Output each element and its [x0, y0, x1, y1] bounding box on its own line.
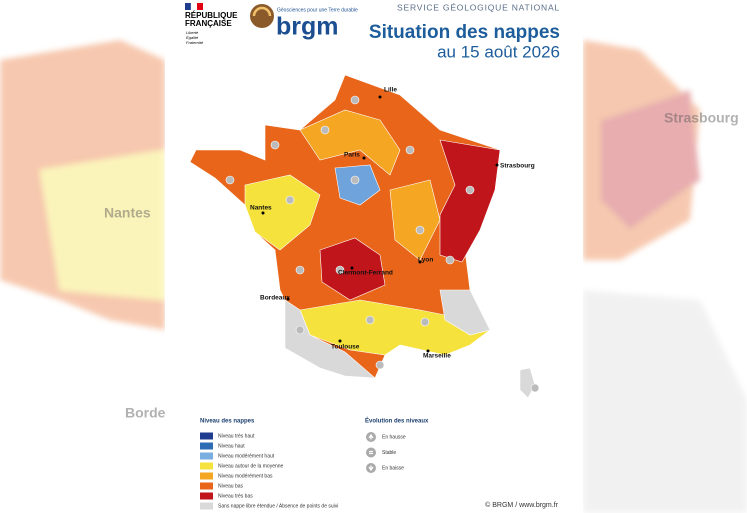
bg-label: Borde [125, 405, 166, 421]
credit: © BRGM / www.brgm.fr [485, 501, 558, 509]
legend-label: Niveau autour de la moyenne [218, 463, 284, 469]
header: RÉPUBLIQUE FRANÇAISE Liberté Égalité Fra… [185, 2, 560, 61]
motto: Égalité [186, 35, 199, 40]
republic: RÉPUBLIQUE [185, 11, 238, 20]
legend-label: Niveau modérément bas [218, 473, 273, 479]
region [389, 179, 441, 261]
trend-label: En hausse [382, 434, 406, 440]
city: Toulouse [331, 344, 360, 351]
legend-label: Niveau modérément haut [218, 453, 275, 459]
corsica [519, 367, 536, 399]
legend-swatch [200, 472, 213, 480]
trend-icons [225, 95, 540, 393]
legend-title: Niveau des nappes [200, 419, 255, 425]
tagline: Géosciences pour une Terre durable [277, 7, 358, 13]
legend-label: Niveau très haut [218, 433, 255, 439]
motto: Liberté [186, 30, 199, 35]
city: Nantes [250, 205, 272, 212]
logo: brgm [276, 13, 339, 41]
trend-glyph [369, 450, 373, 455]
city: Bordeaux [260, 295, 290, 302]
trend-label: En baisse [382, 465, 404, 471]
region [439, 289, 491, 336]
background-map [0, 40, 747, 513]
trend-glyph [368, 433, 374, 440]
city: Clermont-Ferrand [338, 270, 393, 277]
cities: Lille Paris Strasbourg Nantes Clermont-F… [250, 87, 535, 360]
background-labels: Nantes Strasbourg Borde [104, 110, 739, 421]
motto: Fraternité [186, 40, 204, 45]
legend-swatch [200, 492, 213, 500]
city: Lille [384, 87, 397, 94]
region [244, 174, 321, 251]
legend-swatch [200, 442, 213, 450]
legend-label: Niveau très bas [218, 493, 253, 499]
trend-label: Stable [382, 450, 396, 456]
city: Marseille [423, 353, 451, 360]
bg-label: Strasbourg [664, 110, 739, 126]
subtitle: au 15 août 2026 [437, 42, 560, 61]
legend-label: Niveau haut [218, 443, 245, 449]
legend-label: Niveau bas [218, 483, 244, 489]
legend-levels: Niveau très haut Niveau haut Niveau modéré… [200, 432, 338, 510]
region [334, 164, 381, 206]
trend-glyph [368, 465, 374, 472]
legend-swatch [200, 452, 213, 460]
legend-label: Sans nappe libre étendue / Absence de po… [218, 503, 338, 509]
bg-label: Nantes [104, 205, 151, 221]
city: Paris [344, 152, 360, 159]
region [299, 299, 491, 356]
republic: FRANÇAISE [185, 19, 232, 28]
title: Situation des nappes [369, 22, 560, 43]
region [439, 139, 501, 263]
legend-trend: En hausse Stable En baisse [366, 432, 406, 473]
legend-title: Évolution des niveaux [365, 417, 429, 425]
trend-icon [366, 447, 376, 458]
france-map [189, 74, 536, 399]
legend-swatch [200, 502, 213, 510]
service: SERVICE GÉOLOGIQUE NATIONAL [397, 2, 560, 12]
legend-swatch [200, 432, 213, 440]
legend-swatch [200, 482, 213, 490]
legend-swatch [200, 462, 213, 470]
city: Strasbourg [500, 163, 535, 170]
region [284, 299, 376, 379]
city: Lyon [418, 257, 433, 264]
